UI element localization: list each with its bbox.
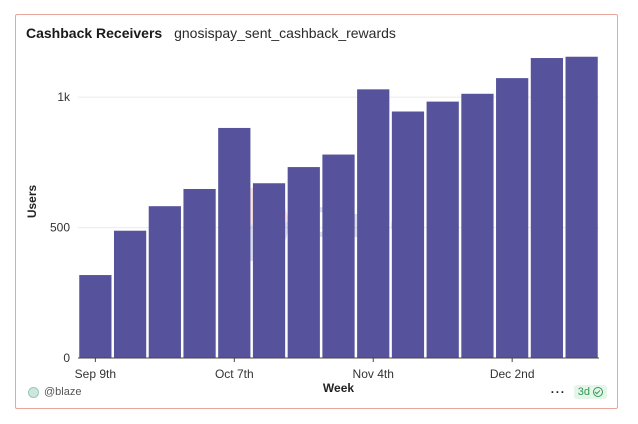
- bar[interactable]: [391, 111, 425, 358]
- x-axis-title: Week: [323, 381, 354, 395]
- y-tick-label: 0: [63, 351, 70, 365]
- x-tick-label: Dec 2nd: [490, 367, 535, 381]
- bar[interactable]: [426, 101, 459, 358]
- author-name[interactable]: @blaze: [44, 386, 82, 398]
- refresh-status-badge[interactable]: 3d: [573, 385, 607, 399]
- bar[interactable]: [252, 183, 286, 358]
- x-tick-label: Sep 9th: [75, 367, 116, 381]
- check-circle-icon: [593, 387, 603, 397]
- y-axis-title: Users: [25, 184, 39, 218]
- y-tick-label: 500: [50, 221, 70, 235]
- query-name[interactable]: gnosispay_sent_cashback_rewards: [174, 25, 396, 41]
- bar[interactable]: [113, 230, 147, 358]
- bar[interactable]: [79, 275, 112, 358]
- chart-card: Cashback Receivers gnosispay_sent_cashba…: [15, 14, 618, 409]
- bar[interactable]: [565, 56, 598, 359]
- bar[interactable]: [530, 58, 564, 359]
- bar[interactable]: [183, 188, 216, 358]
- footer-actions: ··· 3d: [551, 385, 607, 399]
- chart-title[interactable]: Cashback Receivers: [26, 25, 163, 41]
- chart-header: Cashback Receivers gnosispay_sent_cashba…: [26, 25, 396, 41]
- x-tick-label: Nov 4th: [353, 367, 394, 381]
- avatar: [28, 386, 39, 398]
- bar[interactable]: [218, 127, 251, 358]
- bars: [79, 56, 598, 359]
- bar[interactable]: [148, 206, 181, 358]
- refresh-age: 3d: [577, 386, 590, 398]
- bar[interactable]: [461, 93, 494, 359]
- author-tag[interactable]: @blaze: [28, 386, 81, 398]
- x-tick-label: Oct 7th: [215, 367, 254, 381]
- bar[interactable]: [287, 167, 320, 358]
- bar[interactable]: [357, 89, 390, 358]
- more-options-button[interactable]: ···: [550, 385, 566, 399]
- axes: 0 500 1k Sep 9th Oct 7th Nov 4th Dec 2nd Week Us…: [25, 90, 599, 395]
- y-tick-label: 1k: [57, 90, 71, 104]
- bar[interactable]: [496, 78, 529, 359]
- bar[interactable]: [322, 154, 355, 358]
